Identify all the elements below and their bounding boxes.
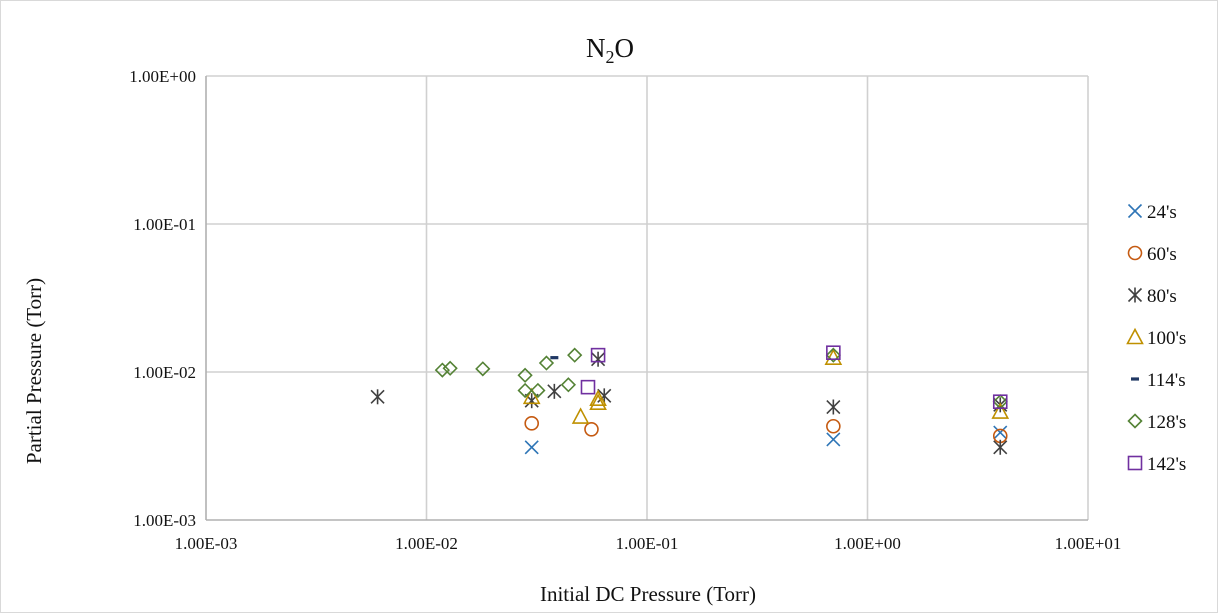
series-24s — [524, 425, 1008, 455]
legend-label: 100's — [1147, 328, 1186, 349]
data-point — [826, 345, 841, 361]
data-point — [538, 355, 555, 371]
data-point — [547, 383, 562, 399]
data-point — [589, 389, 607, 407]
chart-title-subscript: 2 — [606, 47, 615, 67]
chart-title-main: N — [586, 33, 606, 63]
legend-label: 24's — [1147, 202, 1177, 223]
tick-labels: 1.00E-03 1.00E-02 1.00E-01 1.00E+00 1.00E+01… — [129, 67, 1121, 553]
x-tick-label: 1.00E+00 — [834, 534, 901, 553]
data-point — [992, 394, 1008, 409]
legend-label: 114's — [1147, 370, 1186, 391]
data-point — [826, 399, 841, 415]
x-axis-title: Initial DC Pressure (Torr) — [540, 582, 756, 606]
data-point — [826, 432, 841, 447]
legend-label: 142's — [1147, 454, 1186, 475]
data-point — [826, 418, 841, 434]
y-tick-label: 1.00E+00 — [129, 67, 196, 86]
data-point — [560, 377, 577, 393]
x-tick-label: 1.00E-01 — [616, 534, 679, 553]
legend-marker — [1126, 327, 1144, 345]
legend-marker — [1127, 455, 1143, 471]
series-80s — [370, 351, 1008, 455]
data-point — [522, 387, 541, 405]
legend: 24's 60's 80's 100's 114's 128's 142's — [1126, 202, 1186, 475]
legend-item: 114's — [1131, 370, 1186, 391]
data-points — [370, 345, 1010, 455]
data-point — [993, 439, 1008, 455]
data-point — [475, 361, 491, 377]
legend-item: 24's — [1127, 202, 1177, 223]
legend-marker — [1127, 287, 1143, 303]
y-tick-label: 1.00E-03 — [133, 511, 196, 530]
data-point — [442, 360, 458, 376]
x-tick-label: 1.00E+01 — [1055, 534, 1122, 553]
data-point — [590, 347, 606, 363]
series-60s — [524, 416, 1008, 444]
legend-label: 128's — [1147, 412, 1186, 433]
data-point — [991, 402, 1010, 419]
data-point — [580, 379, 596, 395]
series-142s — [580, 345, 1008, 409]
data-point — [530, 382, 546, 399]
data-point — [584, 422, 599, 437]
legend-item: 100's — [1126, 327, 1186, 349]
data-point — [825, 347, 841, 363]
data-point — [517, 367, 533, 383]
data-point — [524, 416, 540, 431]
data-point — [567, 347, 583, 363]
x-tick-label: 1.00E-03 — [175, 534, 238, 553]
data-point — [524, 440, 539, 455]
legend-item: 60's — [1127, 244, 1177, 265]
series-128s — [434, 347, 1008, 410]
legend-label: 80's — [1147, 286, 1177, 307]
data-point — [589, 393, 607, 411]
legend-marker — [1127, 413, 1143, 429]
legend-marker — [1127, 203, 1143, 219]
data-point — [993, 425, 1008, 440]
y-tick-label: 1.00E-02 — [133, 363, 196, 382]
data-point — [517, 382, 533, 399]
legend-item: 128's — [1127, 412, 1186, 433]
legend-marker — [1127, 245, 1143, 261]
legend-label: 60's — [1147, 244, 1177, 265]
chart-title: N2O — [586, 33, 634, 67]
y-axis-title: Partial Pressure (Torr) — [22, 278, 46, 464]
y-tick-label: 1.00E-01 — [133, 215, 196, 234]
axes — [205, 76, 1088, 521]
chart-title-rest: O — [615, 33, 635, 63]
data-point — [434, 362, 450, 378]
gridlines — [206, 75, 1089, 520]
legend-item: 142's — [1127, 454, 1186, 475]
data-point — [370, 389, 385, 405]
legend-item: 80's — [1127, 286, 1177, 307]
x-tick-label: 1.00E-02 — [395, 534, 458, 553]
data-point — [571, 407, 590, 424]
data-point — [591, 351, 606, 367]
